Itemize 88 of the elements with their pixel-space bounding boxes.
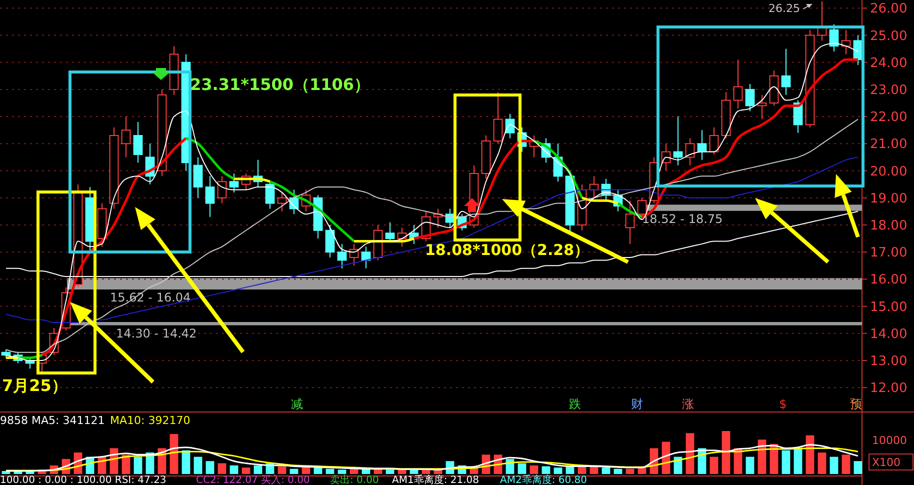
bar xyxy=(830,456,838,474)
y-tick-label: 26.00 xyxy=(870,2,908,17)
candlestick xyxy=(121,116,131,158)
text: 9858 MA5: 341121 xyxy=(0,414,105,427)
bar xyxy=(206,461,214,474)
y-tick-label: 17.00 xyxy=(870,246,908,261)
bar xyxy=(278,466,286,474)
bar xyxy=(626,468,634,474)
y-tick-label: 22.00 xyxy=(870,110,908,126)
annotation: 财 xyxy=(631,397,643,411)
text: 卖出: 0.00 xyxy=(330,474,379,485)
bar xyxy=(746,456,754,474)
annotation: 涨 xyxy=(682,397,694,411)
text: 100.00 : 0.00 : 100.00 RSI: 47.23 xyxy=(0,475,166,485)
candlestick xyxy=(265,181,275,210)
bar xyxy=(818,452,826,474)
text: AM1乖离度: 21.08 xyxy=(392,474,480,485)
candlestick xyxy=(337,243,347,269)
line-series xyxy=(6,156,858,324)
annotation: 预 xyxy=(850,397,862,411)
bar xyxy=(554,468,562,474)
bar xyxy=(518,463,526,474)
bar xyxy=(530,465,538,474)
candlestick xyxy=(493,92,503,144)
text: AM2乖离度: 60.80 xyxy=(500,474,588,485)
y-tick-label: 25.00 xyxy=(870,28,908,44)
line-series xyxy=(6,118,858,353)
bar xyxy=(782,450,790,474)
candlestick xyxy=(217,176,227,204)
candlestick xyxy=(733,59,743,109)
text: 10000 xyxy=(872,434,907,447)
candlestick xyxy=(325,224,335,258)
text: MA10: 392170 xyxy=(110,414,190,427)
bar xyxy=(338,470,346,474)
bar xyxy=(710,456,718,474)
bar xyxy=(542,466,550,474)
text: CC2: 122.07 买入: 0.00 xyxy=(196,474,310,485)
bar xyxy=(230,465,238,474)
y-tick-label: 14.00 xyxy=(870,326,908,342)
candlestick xyxy=(697,130,707,160)
band-label: 14.30 - 14.42 xyxy=(116,326,197,340)
candlestick xyxy=(781,48,791,96)
y-tick-label: 15.00 xyxy=(870,300,908,315)
y-tick-label: 18.00 xyxy=(870,218,908,234)
y-tick-label: 24.00 xyxy=(870,56,908,71)
candlestick xyxy=(745,84,755,112)
annotation: $ xyxy=(779,397,787,411)
y-tick-label: 20.00 xyxy=(870,164,908,180)
bar xyxy=(218,463,226,474)
bar xyxy=(350,468,358,474)
band-label: 18.52 - 18.75 xyxy=(642,212,723,226)
candlestick xyxy=(625,200,635,244)
annotation: 减 xyxy=(291,397,303,411)
bar xyxy=(326,468,334,474)
y-tick-label: 19.00 xyxy=(870,191,908,206)
bar xyxy=(242,468,250,474)
candlestick xyxy=(229,172,239,193)
bar xyxy=(134,456,142,474)
bar xyxy=(722,431,730,474)
bar xyxy=(602,468,610,474)
candlestick xyxy=(193,156,203,198)
candlestick xyxy=(277,192,287,212)
candlestick xyxy=(673,116,683,166)
bar xyxy=(302,468,310,474)
bar xyxy=(614,468,622,474)
text: X100 xyxy=(872,456,901,469)
bar xyxy=(842,454,850,474)
bar xyxy=(194,456,202,474)
candlestick xyxy=(385,222,395,242)
bar xyxy=(854,461,862,474)
y-tick-label: 12.00 xyxy=(870,381,908,396)
bar xyxy=(290,468,298,474)
y-tick-label: 16.00 xyxy=(870,272,908,288)
annotation: 26.25 xyxy=(768,2,800,15)
candlestick xyxy=(709,126,719,155)
bar xyxy=(254,465,262,474)
bar xyxy=(26,471,34,474)
y-tick-label: 23.00 xyxy=(870,82,908,98)
candlestick xyxy=(205,176,215,218)
bar xyxy=(794,448,802,474)
annotation: 7月25） xyxy=(2,376,68,395)
annotation: 跌 xyxy=(569,397,581,411)
annotation: 18.08*1000（2.28） xyxy=(425,241,590,259)
annotation: 23.31*1500（1106） xyxy=(190,75,370,94)
y-tick-label: 13.00 xyxy=(870,354,908,370)
y-tick-label: 21.00 xyxy=(870,137,908,152)
bar xyxy=(386,470,394,474)
candlestick xyxy=(133,121,143,164)
